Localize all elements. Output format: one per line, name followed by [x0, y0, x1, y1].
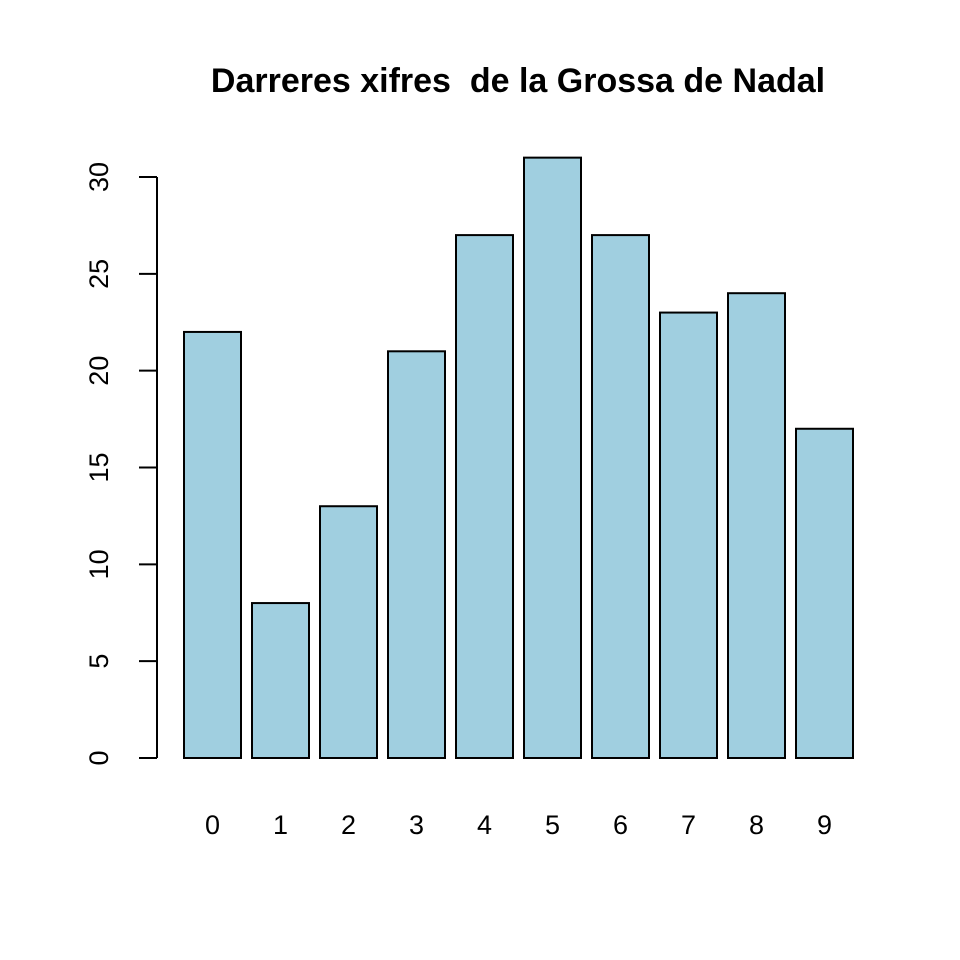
y-tick-label-5: 5 — [84, 654, 114, 669]
bar-2 — [319, 505, 378, 759]
x-tick-label-4: 4 — [477, 810, 492, 840]
x-tick-label-2: 2 — [341, 810, 356, 840]
bar-6 — [591, 234, 650, 760]
y-tick-label-30: 30 — [84, 162, 114, 192]
y-axis: 0 5 10 15 20 25 30 — [84, 162, 158, 766]
bar-9 — [795, 427, 854, 759]
x-tick-label-3: 3 — [409, 810, 424, 840]
x-tick-label-8: 8 — [749, 810, 764, 840]
bar-1 — [251, 602, 310, 759]
y-tick-label-20: 20 — [84, 356, 114, 386]
x-tick-label-5: 5 — [545, 810, 560, 840]
bar-3 — [387, 350, 446, 759]
x-tick-label-7: 7 — [681, 810, 696, 840]
x-tick-label-0: 0 — [205, 810, 220, 840]
bars-group — [183, 156, 854, 760]
bar-0 — [183, 330, 242, 759]
y-tick-label-15: 15 — [84, 452, 114, 482]
y-tick-label-10: 10 — [84, 549, 114, 579]
bar-4 — [455, 234, 514, 760]
bar-5 — [523, 156, 582, 759]
x-tick-labels: 0 1 2 3 4 5 6 7 8 9 — [205, 810, 832, 840]
bar-7 — [659, 311, 718, 759]
x-tick-label-9: 9 — [817, 810, 832, 840]
x-tick-label-6: 6 — [613, 810, 628, 840]
y-tick-label-0: 0 — [84, 750, 114, 765]
chart-title: Darreres xifres de la Grossa de Nadal — [211, 62, 825, 100]
y-tick-label-25: 25 — [84, 259, 114, 289]
bar-8 — [727, 292, 786, 759]
x-tick-label-1: 1 — [273, 810, 288, 840]
